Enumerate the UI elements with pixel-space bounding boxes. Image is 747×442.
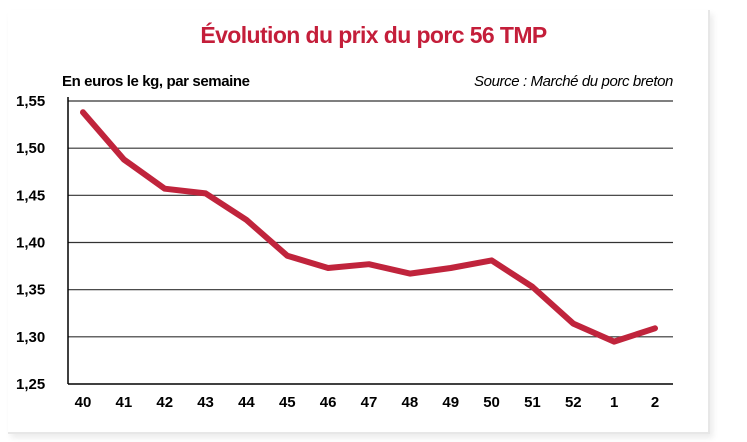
x-tick-label: 47: [361, 394, 378, 411]
x-tick-label: 49: [442, 394, 459, 411]
series-line: [80, 109, 658, 345]
y-tick-label: 1,25: [16, 376, 45, 393]
series-group: [80, 109, 658, 345]
data-point: [243, 217, 249, 223]
x-tick-labels: 40 41 42 43 44 45 46 47 48 49 50 51 52 1 2: [75, 394, 660, 411]
grid-lines: [68, 100, 673, 338]
data-point: [448, 265, 454, 271]
data-point: [570, 321, 576, 327]
chart-card: [8, 10, 710, 434]
x-tick-label: 44: [238, 394, 255, 411]
data-point: [366, 261, 372, 267]
data-point: [529, 284, 535, 290]
x-tick-label: 42: [156, 394, 173, 411]
x-tick-label: 2: [651, 394, 659, 411]
data-point: [489, 257, 495, 263]
data-point: [80, 109, 86, 115]
y-tick-label: 1,45: [16, 187, 45, 204]
x-tick-label: 52: [565, 394, 582, 411]
chart-title: Évolution du prix du porc 56 TMP: [200, 22, 547, 48]
x-tick-label: 40: [75, 394, 92, 411]
y-tick-label: 1,30: [16, 329, 45, 346]
y-tick-label: 1,35: [16, 282, 45, 299]
x-tick-label: 43: [197, 394, 214, 411]
data-point: [162, 186, 168, 192]
data-point: [325, 265, 331, 271]
data-point: [611, 339, 617, 345]
x-tick-label: 51: [524, 394, 541, 411]
x-tick-label: 1: [610, 394, 618, 411]
x-tick-label: 48: [402, 394, 419, 411]
axes: [67, 97, 673, 385]
data-point: [407, 271, 413, 277]
x-tick-label: 41: [116, 394, 133, 411]
x-tick-label: 50: [483, 394, 500, 411]
data-point: [652, 325, 658, 331]
y-tick-label: 1,50: [16, 140, 45, 157]
y-tick-label: 1,40: [16, 235, 45, 252]
data-point: [284, 253, 290, 259]
chart-source: Source : Marché du porc breton: [474, 73, 673, 90]
y-tick-label: 1,55: [16, 93, 45, 110]
y-tick-labels: 1,25 1,30 1,35 1,40 1,45 1,50 1,55: [16, 93, 45, 393]
x-tick-label: 46: [320, 394, 337, 411]
data-point: [203, 190, 209, 196]
data-point: [121, 156, 127, 162]
chart-subtitle: En euros le kg, par semaine: [62, 73, 250, 90]
x-tick-label: 45: [279, 394, 296, 411]
